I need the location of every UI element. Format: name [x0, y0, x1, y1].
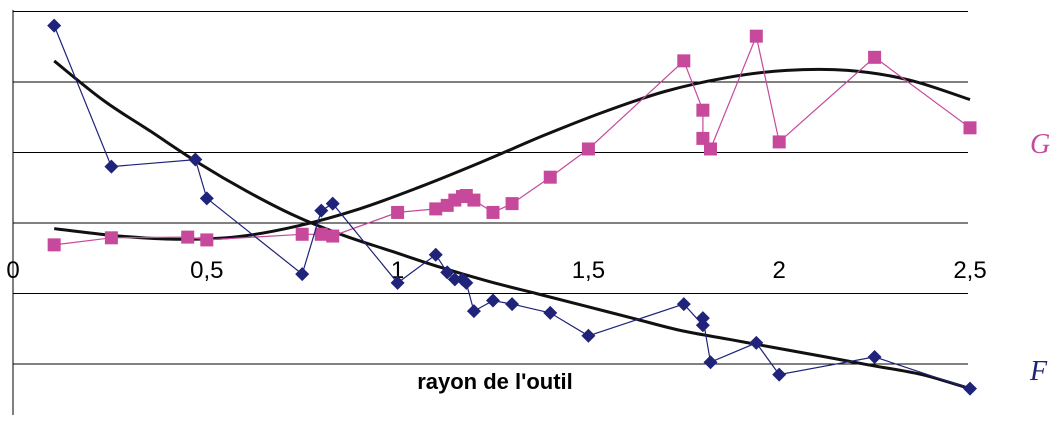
data-point [467, 193, 481, 207]
trend-lines [53, 59, 971, 391]
data-point [696, 131, 710, 145]
x-tick-label: 2 [773, 257, 786, 284]
data-point [749, 335, 764, 350]
data-point [543, 170, 557, 184]
data-point [447, 272, 462, 287]
data-point [325, 196, 340, 211]
data-point [543, 305, 558, 320]
data-point [695, 311, 710, 326]
data-point [188, 152, 203, 167]
data-point [314, 227, 328, 241]
x-tick-label: 2,5 [953, 257, 986, 284]
data-point [704, 142, 718, 156]
data-point [703, 355, 718, 370]
data-point [295, 267, 310, 282]
data-point [181, 230, 195, 244]
series-line-g [54, 34, 971, 246]
x-tick-label: 0 [6, 257, 19, 284]
data-point [772, 135, 786, 149]
x-tick-label: 1,5 [572, 257, 605, 284]
trend-line-g [54, 67, 971, 241]
data-point [199, 191, 214, 206]
data-point [104, 159, 119, 174]
data-point [428, 247, 443, 262]
data-point [581, 328, 596, 343]
data-point [505, 297, 520, 312]
data-point [200, 233, 214, 247]
data-point [466, 304, 481, 319]
data-point [695, 318, 710, 333]
series-line-f [53, 25, 971, 390]
series-label-g: G [1030, 129, 1050, 160]
data-point [581, 142, 595, 156]
data-point [486, 293, 500, 308]
data-point [47, 18, 62, 33]
data-point [47, 238, 61, 252]
data-point [505, 197, 519, 211]
data-point [868, 50, 882, 64]
data-point [749, 29, 763, 43]
x-tick-labels: 0 0,5 1 1,5 2 2,5 [6, 257, 986, 284]
data-point [295, 227, 309, 241]
data-point [440, 265, 455, 280]
data-point [696, 103, 710, 117]
x-tick-label: 1 [391, 257, 404, 284]
data-point [314, 203, 329, 218]
series-g [47, 29, 977, 252]
x-axis-title: rayon de l'outil [417, 369, 573, 394]
x-tick-label: 0,5 [190, 257, 223, 284]
data-point [429, 202, 443, 216]
data-point [391, 205, 405, 219]
trend-line-f [53, 59, 971, 391]
data-point [867, 349, 882, 364]
data-point [772, 367, 787, 382]
series-f [47, 18, 977, 396]
data-point [677, 54, 691, 68]
data-point [963, 381, 977, 396]
data-point [390, 275, 405, 290]
data-point [459, 275, 474, 290]
data-point [326, 229, 340, 243]
data-point [104, 231, 118, 245]
data-point [486, 205, 500, 219]
gridlines [13, 11, 968, 365]
data-point [676, 297, 691, 312]
data-point [963, 121, 977, 135]
data-series [47, 18, 977, 396]
series-label-f: F [1029, 356, 1048, 387]
